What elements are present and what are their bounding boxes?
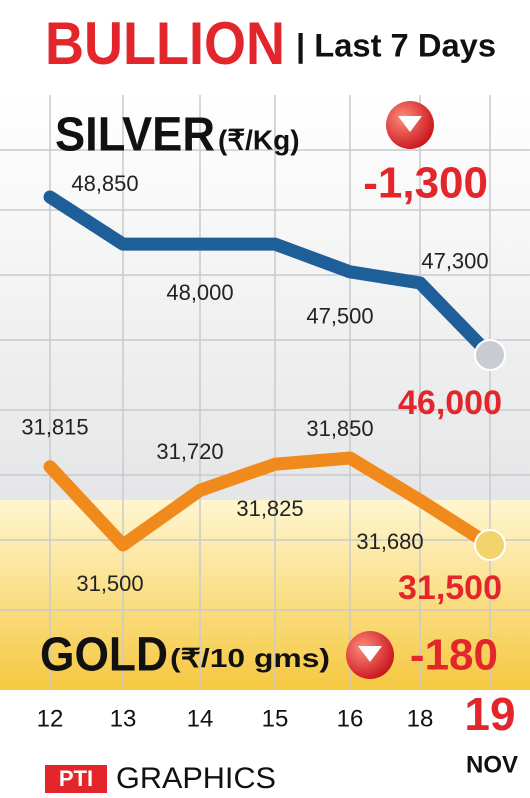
month: NOV [466,751,518,778]
series-line [43,451,497,552]
series-name: SILVER [55,109,215,162]
change: -1,300 [363,159,488,208]
data-label: 31,815 [21,415,88,440]
data-label: 31,500 [398,569,502,607]
x-tick-label: 16 [337,705,364,732]
x-tick-label: 19 [464,688,515,740]
credit: GRAPHICS [116,762,276,795]
x-tick-label: 13 [110,705,137,732]
x-tick-label: 15 [262,705,289,732]
data-label: 31,680 [356,529,423,554]
change: -180 [410,631,498,680]
series-name: GOLD [40,629,168,682]
data-label: 46,000 [398,384,502,422]
chart-title: BULLION [45,10,285,77]
x-tick-label: 12 [37,705,64,732]
down-icon [386,101,434,149]
series-unit: (₹/Kg) [218,124,300,155]
data-label: 31,720 [156,439,223,464]
data-label: 31,825 [236,496,303,521]
series-unit: (₹/10 gms) [170,643,330,673]
series-line [43,190,497,362]
end-marker [474,529,506,561]
x-tick-label: 14 [187,705,214,732]
brand-box [45,765,107,793]
data-label: 47,500 [306,304,373,329]
data-label: 48,850 [71,171,138,196]
gold-panel [0,500,530,690]
data-label: 31,500 [76,571,143,596]
down-icon [346,631,394,679]
chart-subtitle: | Last 7 Days [296,27,496,63]
data-label: 47,300 [421,249,488,274]
end-marker [474,339,506,371]
x-tick-label: 18 [407,705,434,732]
data-label: 48,000 [166,280,233,305]
data-label: 31,850 [306,416,373,441]
brand: PTI [59,766,93,791]
